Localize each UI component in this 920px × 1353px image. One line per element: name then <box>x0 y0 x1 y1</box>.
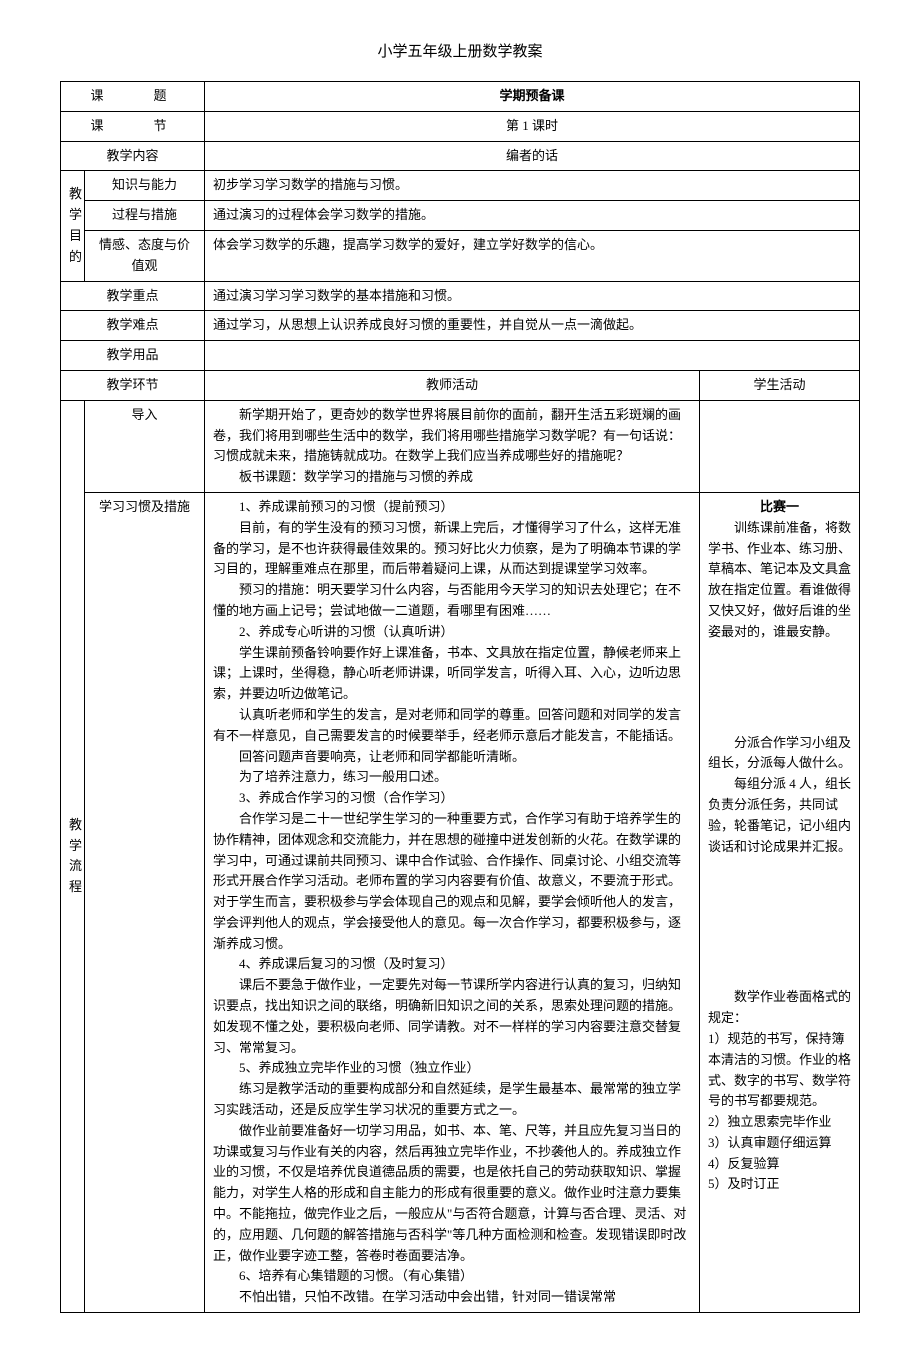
intro-step: 导入 <box>85 400 205 492</box>
objective-label: 知识与能力 <box>85 171 205 201</box>
key-value: 通过演习学习学习数学的基本措施和习惯。 <box>205 281 860 311</box>
student-hw-body: 数学作业卷面格式的规定： 1）规范的书写，保持簿本清洁的习惯。作业的格式、数字的… <box>708 987 851 1195</box>
key-label: 教学重点 <box>61 281 205 311</box>
table-row: 教学流程 导入 新学期开始了，更奇妙的数学世界将展目前你的面前，翻开生活五彩斑斓… <box>61 400 860 492</box>
table-row: 教学目的 知识与能力 初步学习学习数学的措施与习惯。 <box>61 171 860 201</box>
habits-teacher: 1、养成课前预习的习惯（提前预习） 目前，有的学生没有的预习习惯，新课上完后，才… <box>205 492 700 1312</box>
student-comp-body: 训练课前准备，将数学书、作业本、练习册、草稿本、笔记本及文具盒放在指定位置。看谁… <box>708 518 851 643</box>
objective-value: 通过演习的过程体会学习数学的措施。 <box>205 201 860 231</box>
objective-value: 体会学习数学的乐趣，提高学习数学的爱好，建立学好数学的信心。 <box>205 230 860 281</box>
table-row: 情感、态度与价值观 体会学习数学的乐趣，提高学习数学的爱好，建立学好数学的信心。 <box>61 230 860 281</box>
topic-label: 课 题 <box>61 82 205 112</box>
table-row: 教学难点 通过学习，从思想上认识养成良好习惯的重要性，并自觉从一点一滴做起。 <box>61 311 860 341</box>
student-comp-title: 比赛一 <box>708 497 851 518</box>
table-row: 过程与措施 通过演习的过程体会学习数学的措施。 <box>61 201 860 231</box>
table-row: 教学内容 编者的话 <box>61 141 860 171</box>
table-row: 课 题 学期预备课 <box>61 82 860 112</box>
page-title: 小学五年级上册数学教案 <box>60 40 860 61</box>
flow-student-header: 学生活动 <box>699 370 859 400</box>
intro-teacher: 新学期开始了，更奇妙的数学世界将展目前你的面前，翻开生活五彩斑斓的画卷，我们将用… <box>205 400 700 492</box>
student-group-body: 分派合作学习小组及组长，分派每人做什么。 每组分派 4 人，组长负责分派任务，共… <box>708 733 851 858</box>
supply-label: 教学用品 <box>61 341 205 371</box>
objective-value: 初步学习学习数学的措施与习惯。 <box>205 171 860 201</box>
flow-teacher-header: 教师活动 <box>205 370 700 400</box>
objectives-group-label: 教学目的 <box>61 171 85 281</box>
table-row: 学习习惯及措施 1、养成课前预习的习惯（提前预习） 目前，有的学生没有的预习习惯… <box>61 492 860 1312</box>
lesson-label: 课 节 <box>61 111 205 141</box>
lesson-value: 第 1 课时 <box>205 111 860 141</box>
lesson-plan-table: 课 题 学期预备课 课 节 第 1 课时 教学内容 编者的话 教学目的 知识与能… <box>60 81 860 1313</box>
flow-group-label: 教学流程 <box>61 400 85 1312</box>
table-row: 教学环节 教师活动 学生活动 <box>61 370 860 400</box>
diff-value: 通过学习，从思想上认识养成良好习惯的重要性，并自觉从一点一滴做起。 <box>205 311 860 341</box>
table-row: 课 节 第 1 课时 <box>61 111 860 141</box>
intro-student <box>699 400 859 492</box>
topic-value: 学期预备课 <box>205 82 860 112</box>
objective-label: 情感、态度与价值观 <box>85 230 205 281</box>
supply-value <box>205 341 860 371</box>
flow-step-header: 教学环节 <box>61 370 205 400</box>
table-row: 教学重点 通过演习学习学习数学的基本措施和习惯。 <box>61 281 860 311</box>
content-value: 编者的话 <box>205 141 860 171</box>
objective-label: 过程与措施 <box>85 201 205 231</box>
diff-label: 教学难点 <box>61 311 205 341</box>
table-row: 教学用品 <box>61 341 860 371</box>
habits-student: 比赛一 训练课前准备，将数学书、作业本、练习册、草稿本、笔记本及文具盒放在指定位… <box>699 492 859 1312</box>
habits-step: 学习习惯及措施 <box>85 492 205 1312</box>
content-label: 教学内容 <box>61 141 205 171</box>
